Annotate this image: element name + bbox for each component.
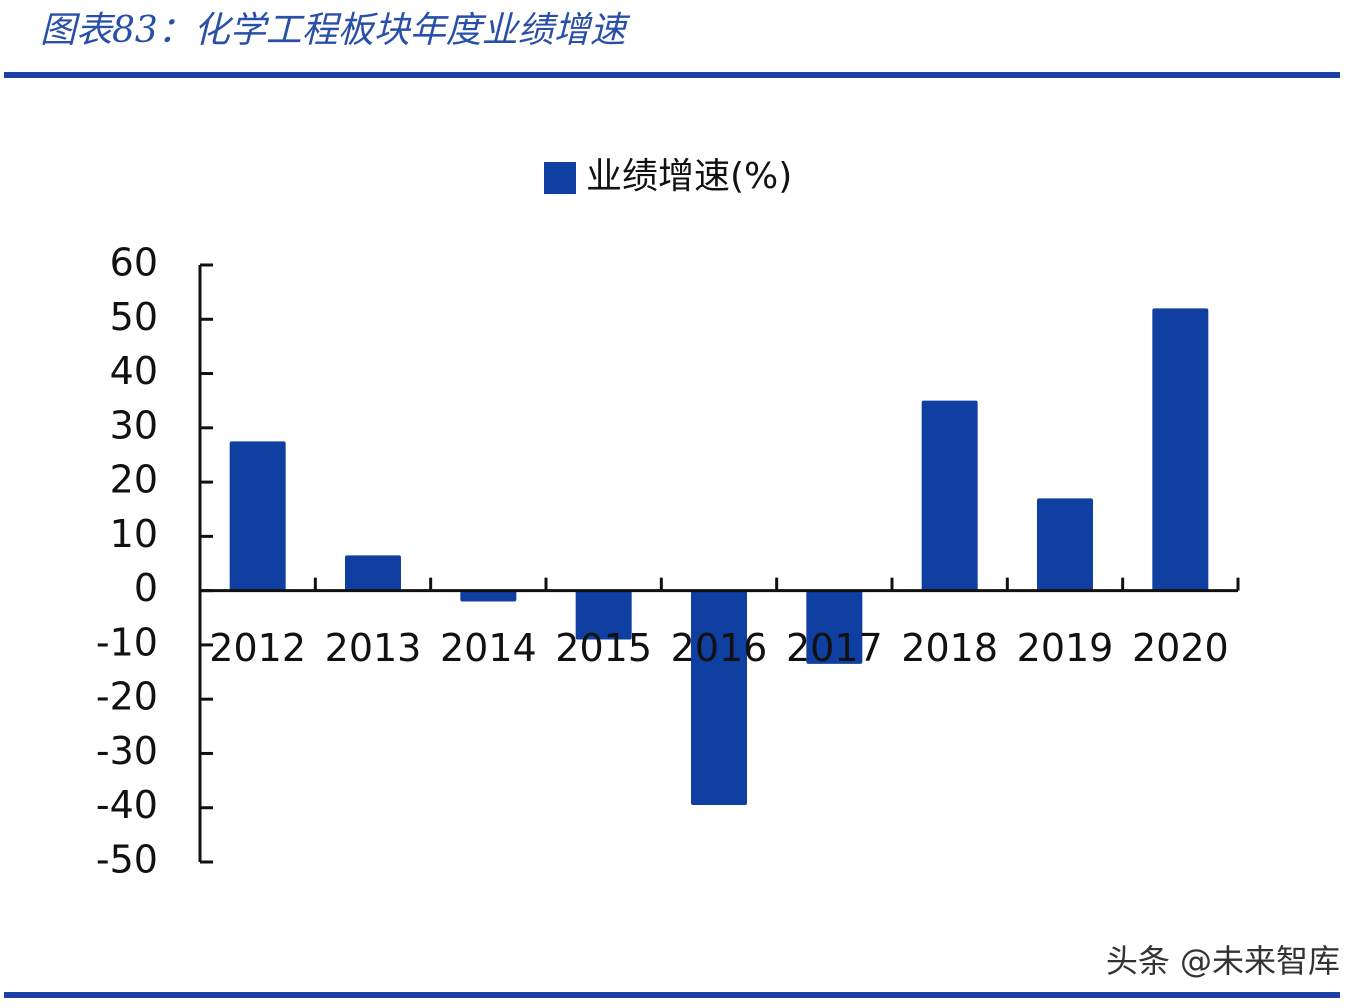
legend-swatch — [544, 162, 576, 194]
bar — [229, 441, 286, 591]
y-tick-label: 60 — [110, 241, 158, 285]
chart-title: 图表83：化学工程板块年度业绩增速 — [40, 10, 631, 51]
y-tick-label: 20 — [110, 458, 158, 502]
y-tick-label: -40 — [96, 783, 158, 827]
y-tick-label: 40 — [110, 349, 158, 393]
y-tick-label: 50 — [110, 295, 158, 339]
y-tick-label: -50 — [96, 838, 158, 882]
x-tick-label: 2013 — [325, 626, 422, 670]
y-tick-label: 10 — [110, 512, 158, 556]
x-tick-label: 2018 — [901, 626, 998, 670]
x-tick-label: 2020 — [1132, 626, 1229, 670]
y-tick-label: -30 — [96, 729, 158, 773]
bar — [575, 590, 632, 640]
bar — [806, 590, 863, 664]
legend-label: 业绩增速(%) — [586, 156, 792, 197]
x-tick-label: 2014 — [440, 626, 537, 670]
bar — [1152, 308, 1209, 591]
x-tick-label: 2019 — [1017, 626, 1114, 670]
y-tick-label: 30 — [110, 403, 158, 447]
x-tick-label: 2012 — [209, 626, 306, 670]
bar — [460, 590, 517, 602]
bar — [345, 555, 401, 591]
x-tick-label: 2016 — [671, 626, 768, 670]
bar — [1037, 498, 1093, 591]
x-tick-label: 2015 — [555, 626, 652, 670]
bar — [691, 590, 747, 806]
y-tick-label: -10 — [96, 620, 158, 664]
bar — [921, 400, 978, 591]
y-tick-label: 0 — [134, 566, 158, 610]
watermark: 头条 @未来智库 — [1106, 942, 1340, 980]
footer-rule — [4, 992, 1340, 998]
title-rule — [4, 72, 1340, 78]
y-tick-label: -20 — [96, 675, 158, 719]
x-tick-label: 2017 — [786, 626, 883, 670]
